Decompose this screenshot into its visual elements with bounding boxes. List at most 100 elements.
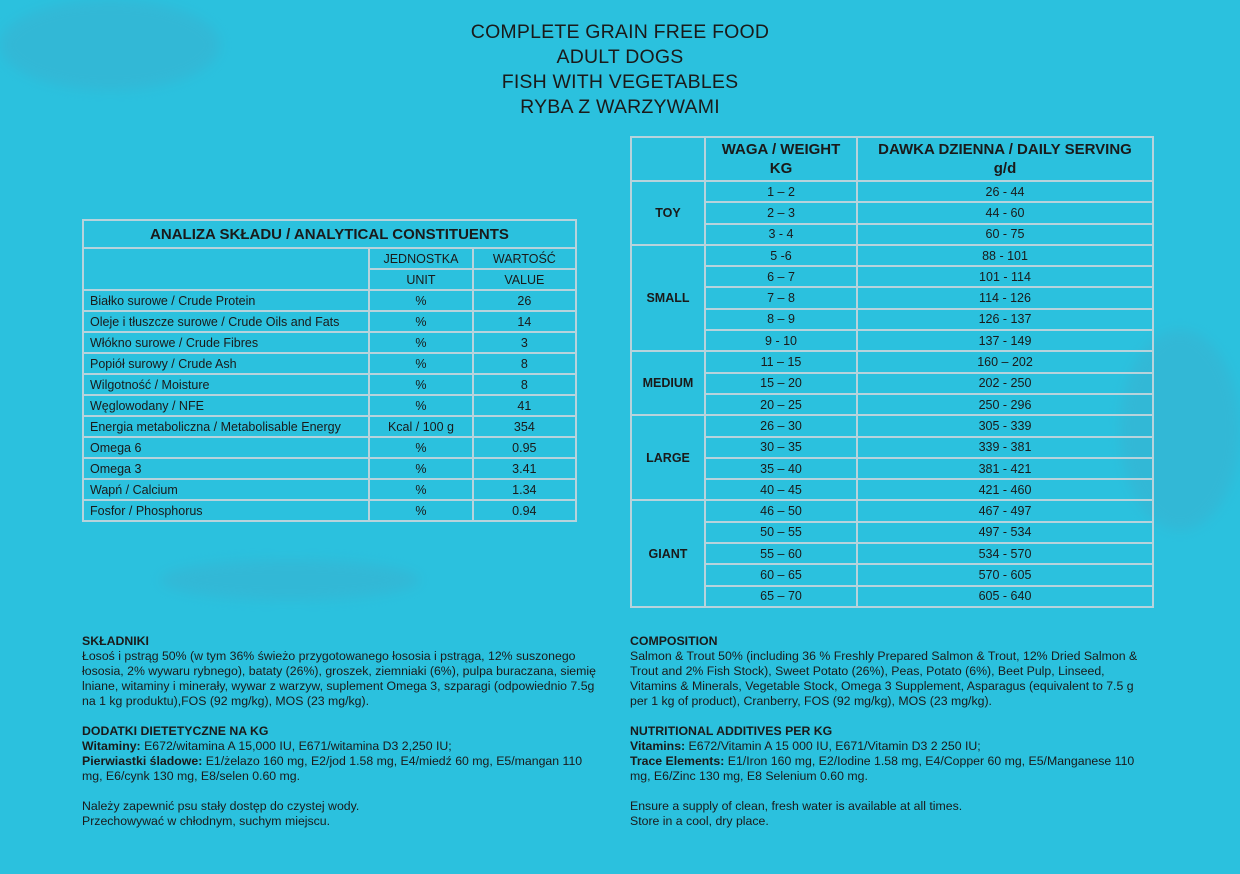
constituent-unit: % — [368, 310, 474, 333]
table-row: 3 - 4 60 - 75 — [631, 222, 1154, 246]
title-line: RYBA Z WARZYWAMI — [520, 96, 720, 118]
constituent-unit: % — [368, 457, 474, 480]
weight-range: 65 – 70 — [704, 584, 858, 608]
table-row: 35 – 40 381 - 421 — [631, 456, 1154, 481]
daily-serving: 339 - 381 — [856, 435, 1154, 459]
table-row: Omega 3% 3.41 — [81, 457, 578, 480]
section-heading: COMPOSITION — [630, 634, 718, 648]
table-row: SMALL 5 -6 88 - 101 — [630, 243, 1154, 353]
weight-range: 2 – 3 — [704, 201, 858, 225]
daily-serving: 534 - 570 — [856, 542, 1154, 566]
weight-range: 5 -6 — [704, 243, 858, 268]
trace-label: Trace Elements: — [630, 754, 725, 768]
serving-header: DAWKA DZIENNA / DAILY SERVING g/d — [856, 136, 1154, 182]
section-heading: SKŁADNIKI — [82, 634, 149, 648]
vitamins-text: E672/Vitamin A 15 000 IU, E671/Vitamin D… — [685, 739, 981, 753]
table-row: 15 – 20 202 - 250 — [631, 371, 1154, 395]
constituent-name: Energia metaboliczna / Metabolisable Ene… — [81, 415, 371, 438]
size-group: GIANT — [630, 499, 706, 608]
daily-serving: 160 – 202 — [856, 350, 1154, 374]
constituent-value: 14 — [471, 310, 578, 333]
constituent-value: 8 — [471, 352, 578, 375]
background-texture — [0, 0, 220, 90]
unit-header: UNIT — [368, 268, 474, 291]
daily-serving: 26 - 44 — [856, 179, 1154, 204]
constituent-name: Białko surowe / Crude Protein — [81, 289, 371, 312]
weight-range: 9 - 10 — [704, 329, 858, 353]
size-group: TOY — [630, 180, 706, 246]
constituent-name: Wilgotność / Moisture — [81, 373, 371, 396]
table-row: 65 – 70 605 - 640 — [631, 584, 1154, 608]
unit-header: JEDNOSTKA — [368, 247, 474, 270]
weight-header: WAGA / WEIGHT KG — [704, 136, 858, 182]
trace-label: Pierwiastki śladowe: — [82, 754, 203, 768]
daily-serving: 101 - 114 — [856, 265, 1154, 289]
constituent-value: 26 — [471, 289, 578, 312]
table-row: 50 – 55 497 - 534 — [631, 520, 1154, 545]
value-header: WARTOŚĆ — [471, 247, 578, 270]
constituent-name: Omega 3 — [81, 457, 371, 480]
table-row: Oleje i tłuszcze surowe / Crude Oils and… — [81, 310, 578, 333]
storage-note: Store in a cool, dry place. — [630, 814, 769, 828]
vitamins-text: E672/witamina A 15,000 IU, E671/witamina… — [140, 739, 452, 753]
weight-header-line: KG — [769, 160, 793, 177]
table-row: Węglowodany / NFE% 41 — [81, 394, 578, 417]
constituent-value: 3.41 — [471, 457, 578, 480]
weight-range: 60 – 65 — [704, 563, 858, 587]
daily-serving: 381 - 421 — [856, 456, 1154, 481]
size-group: SMALL — [630, 243, 706, 353]
ingredients-text: Salmon & Trout 50% (including 36 % Fresh… — [630, 649, 1138, 708]
daily-serving: 305 - 339 — [856, 414, 1154, 438]
daily-serving: 137 - 149 — [856, 329, 1154, 353]
constituent-name: Włókno surowe / Crude Fibres — [81, 331, 371, 354]
constituent-unit: % — [368, 499, 474, 522]
constituent-unit: % — [368, 478, 474, 501]
trace-text: E1/żelazo 160 mg, E2/jod 1.58 mg, E4/mie… — [82, 754, 583, 783]
table-row: LARGE 26 – 30 305 - 339 — [630, 414, 1154, 502]
constituent-value: 3 — [471, 331, 578, 354]
constituent-value: 41 — [471, 394, 578, 417]
weight-range: 1 – 2 — [704, 179, 858, 204]
weight-range: 40 – 45 — [704, 478, 858, 502]
constituent-name: Omega 6 — [81, 436, 371, 459]
weight-range: 26 – 30 — [704, 414, 858, 438]
daily-serving: 88 - 101 — [856, 243, 1154, 268]
weight-range: 15 – 20 — [704, 371, 858, 395]
constituent-value: 354 — [471, 415, 578, 438]
constituent-unit: % — [368, 331, 474, 354]
vitamins-label: Vitamins: — [630, 739, 686, 753]
table-row: 40 – 45 421 - 460 — [631, 478, 1154, 502]
vitamins-label: Witaminy: — [82, 739, 141, 753]
constituent-name: Węglowodany / NFE — [81, 394, 371, 417]
background-texture — [160, 560, 420, 600]
daily-serving: 126 - 137 — [856, 307, 1154, 332]
constituent-value: 1.34 — [471, 478, 578, 501]
weight-range: 6 – 7 — [704, 265, 858, 289]
title-line: COMPLETE GRAIN FREE FOOD — [470, 21, 770, 43]
table-row: Energia metaboliczna / Metabolisable Ene… — [81, 415, 578, 438]
weight-range: 35 – 40 — [704, 456, 858, 481]
weight-range: 20 – 25 — [704, 392, 858, 417]
weight-range: 7 – 8 — [704, 286, 858, 310]
constituent-value: 0.94 — [471, 499, 578, 522]
water-note: Ensure a supply of clean, fresh water is… — [630, 799, 963, 813]
constituent-unit: % — [368, 394, 474, 417]
table-row: MEDIUM 11 – 15 160 – 202 — [630, 350, 1154, 417]
constituent-value: 0.95 — [471, 436, 578, 459]
constituent-unit: % — [368, 436, 474, 459]
constituent-unit: % — [368, 352, 474, 375]
table-row: GIANT 46 – 50 467 - 497 — [630, 499, 1154, 608]
table-row: TOY 1 – 2 26 - 44 — [630, 179, 1154, 246]
daily-serving: 467 - 497 — [856, 499, 1154, 523]
daily-serving: 605 - 640 — [856, 584, 1154, 608]
weight-range: 8 – 9 — [704, 307, 858, 332]
table-row: 7 – 8 114 - 126 — [631, 286, 1154, 310]
daily-serving: 202 - 250 — [856, 371, 1154, 395]
daily-serving: 44 - 60 — [856, 201, 1154, 225]
weight-range: 11 – 15 — [704, 350, 858, 374]
table-row: Fosfor / Phosphorus% 0.94 — [81, 499, 578, 522]
daily-serving: 60 - 75 — [856, 222, 1154, 246]
table-row: 9 - 10 137 - 149 — [631, 329, 1154, 353]
constituent-value: 8 — [471, 373, 578, 396]
table-row: Wapń / Calcium% 1.34 — [81, 478, 578, 501]
